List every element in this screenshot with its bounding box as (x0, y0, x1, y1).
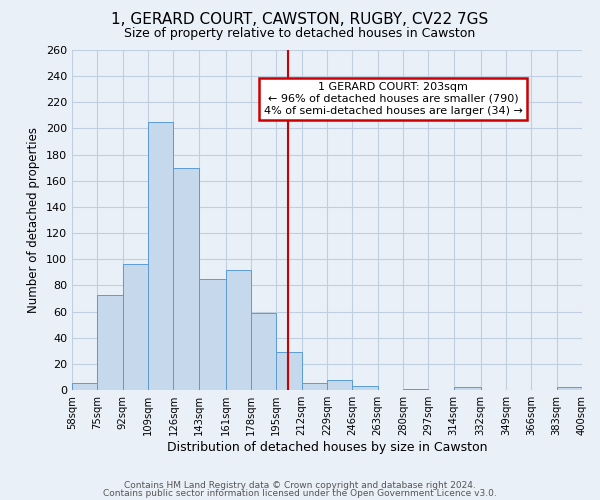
Text: 1, GERARD COURT, CAWSTON, RUGBY, CV22 7GS: 1, GERARD COURT, CAWSTON, RUGBY, CV22 7G… (112, 12, 488, 28)
Bar (403, 388, 428, 390)
Bar (302, 384, 327, 390)
Bar (327, 380, 352, 390)
Bar (199, 279, 226, 390)
Bar (72, 384, 97, 390)
Bar (276, 352, 302, 390)
Bar (97, 294, 123, 390)
Text: Size of property relative to detached houses in Cawston: Size of property relative to detached ho… (124, 28, 476, 40)
X-axis label: Distribution of detached houses by size in Cawston: Distribution of detached houses by size … (167, 441, 487, 454)
Y-axis label: Number of detached properties: Number of detached properties (28, 127, 40, 313)
Text: Contains public sector information licensed under the Open Government Licence v3: Contains public sector information licen… (103, 489, 497, 498)
Bar (148, 122, 173, 390)
Bar (352, 386, 378, 390)
Text: Contains HM Land Registry data © Crown copyright and database right 2024.: Contains HM Land Registry data © Crown c… (124, 480, 476, 490)
Bar (454, 388, 481, 390)
Text: 1 GERARD COURT: 203sqm
← 96% of detached houses are smaller (790)
4% of semi-det: 1 GERARD COURT: 203sqm ← 96% of detached… (264, 82, 523, 116)
Bar (173, 168, 199, 390)
Bar (557, 388, 582, 390)
Bar (226, 270, 251, 390)
Bar (251, 313, 276, 390)
Bar (123, 264, 148, 390)
